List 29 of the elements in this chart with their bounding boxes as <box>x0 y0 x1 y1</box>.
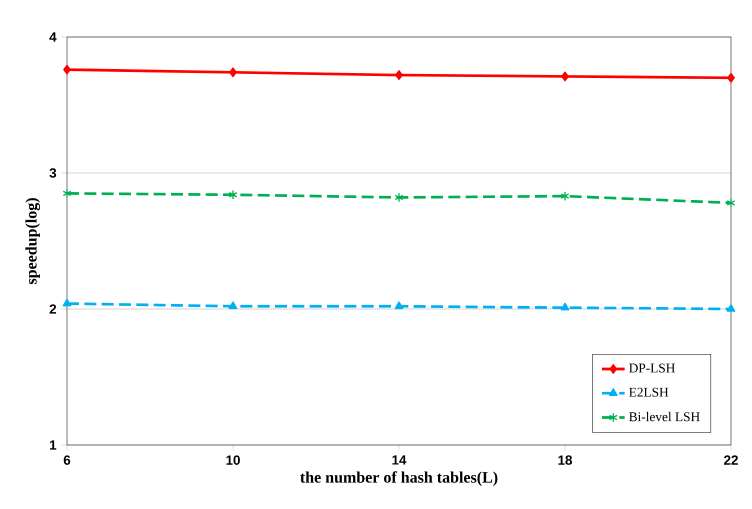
x-tick-label: 22 <box>724 455 738 465</box>
point <box>63 64 71 75</box>
legend-label: DP-LSH <box>629 364 675 373</box>
y-tick-label: 4 <box>49 32 57 42</box>
x-tick-label: 18 <box>558 455 572 465</box>
point <box>561 71 569 82</box>
y-axis-title: speedup(log) <box>25 198 40 284</box>
point <box>560 191 570 202</box>
point <box>228 190 238 200</box>
point <box>229 67 237 78</box>
x-tick-label: 14 <box>392 455 406 465</box>
legend-label: Bi-level LSH <box>629 412 700 422</box>
point <box>394 192 404 202</box>
y-tick-label: 2 <box>50 304 56 314</box>
x-tick-label: 10 <box>226 455 240 465</box>
point <box>726 304 736 312</box>
legend-label: E2LSH <box>629 388 668 397</box>
y-tick-label: 3 <box>50 168 56 178</box>
point <box>228 301 238 310</box>
point <box>727 72 735 83</box>
x-tick-label: 6 <box>64 455 70 465</box>
point <box>62 298 72 306</box>
point <box>394 301 404 310</box>
point <box>395 70 403 80</box>
x-axis-title: the number of hash tables(L) <box>300 471 498 486</box>
point <box>62 188 72 198</box>
y-tick-label: 1 <box>50 440 56 450</box>
point <box>726 198 736 208</box>
point <box>560 302 570 310</box>
